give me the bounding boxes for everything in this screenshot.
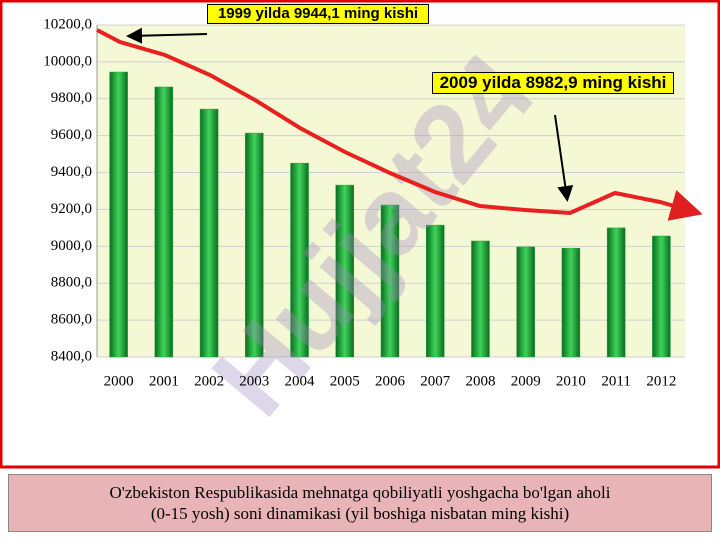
x-tick-label: 2010 [556, 373, 586, 389]
y-tick-label: 8600,0 [51, 312, 92, 328]
bar [335, 184, 355, 358]
y-tick-label: 8800,0 [51, 275, 92, 291]
pointer [554, 114, 574, 202]
bar [199, 108, 219, 358]
caption: O'zbekiston Respublikasida mehnatga qobi… [8, 474, 712, 532]
y-tick-label: 9600,0 [51, 127, 92, 143]
bar [290, 162, 309, 358]
x-tick-label: 2003 [239, 373, 269, 389]
annotation: 1999 yilda 9944,1 ming kishi [207, 4, 429, 24]
x-tick-label: 2006 [375, 373, 406, 389]
bar [154, 86, 174, 358]
x-tick-label: 2012 [646, 373, 676, 389]
trend-arrow [96, 28, 703, 221]
caption-line: (0-15 yosh) soni dinamikasi (yil boshiga… [150, 504, 570, 523]
bar [561, 247, 581, 358]
y-tick-label: 9000,0 [51, 238, 92, 254]
x-tick-label: 2004 [285, 373, 316, 389]
pointer [126, 27, 208, 44]
y-tick-label: 8400,0 [51, 348, 92, 364]
bar [109, 71, 128, 358]
bar [425, 224, 445, 358]
x-tick-label: 2001 [149, 373, 179, 389]
y-tick-label: 10000,0 [43, 53, 92, 69]
bar [606, 227, 626, 358]
y-tick-label: 9400,0 [51, 164, 92, 180]
x-tick-label: 2008 [465, 373, 495, 389]
x-tick-label: 2002 [194, 373, 224, 389]
caption-line: O'zbekiston Respublikasida mehnatga qobi… [109, 483, 611, 502]
y-tick-label: 9200,0 [51, 201, 92, 217]
x-tick-label: 2000 [104, 373, 134, 389]
y-tick-label: 10200,0 [43, 16, 92, 32]
x-tick-label: 2009 [511, 373, 541, 389]
x-tick-label: 2011 [601, 373, 630, 389]
bars [109, 71, 671, 358]
chart: Hujjat24 8400,08600,08800,09000,09200,09… [0, 0, 720, 469]
annotation: 2009 yilda 8982,9 ming kishi [432, 72, 674, 94]
x-tick-label: 2005 [330, 373, 360, 389]
x-tick-label: 2007 [420, 373, 451, 389]
bar [516, 246, 535, 358]
bar [471, 240, 490, 358]
bar [245, 132, 264, 358]
bar [380, 204, 400, 358]
bar [652, 235, 671, 358]
y-tick-label: 9800,0 [51, 90, 92, 106]
